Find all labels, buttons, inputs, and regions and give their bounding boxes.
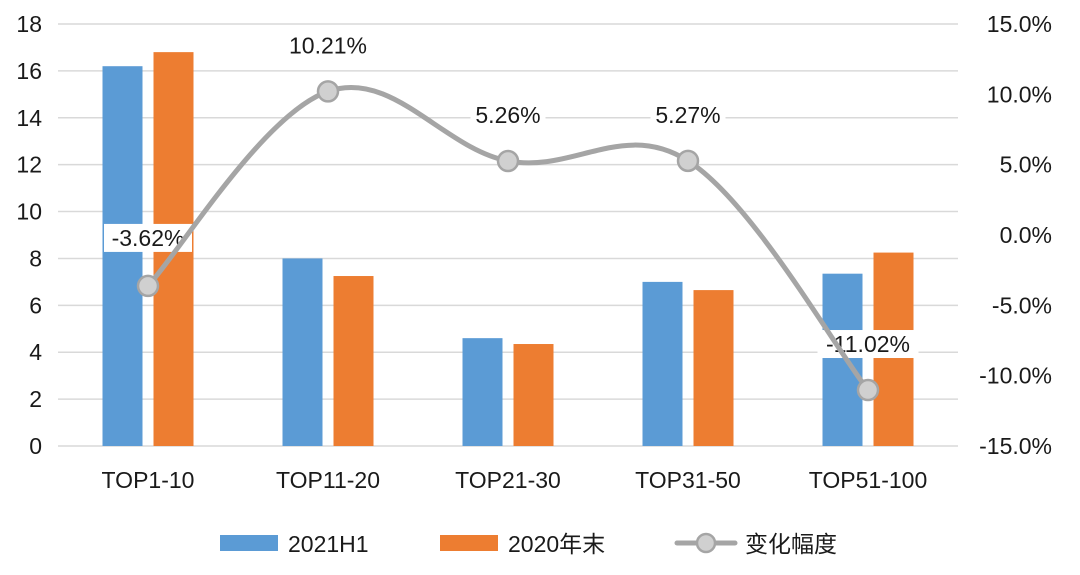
change-data-label: 5.27% bbox=[655, 102, 720, 128]
bar-2021h1-top31-50 bbox=[642, 281, 683, 446]
left-axis: 0 2 4 6 8 10 12 14 16 18 bbox=[16, 11, 42, 459]
legend-swatch-2021h1 bbox=[220, 535, 278, 551]
left-tick-label: 4 bbox=[29, 339, 42, 365]
category-label: TOP31-50 bbox=[635, 467, 741, 493]
bar-2021h1-top51-100 bbox=[822, 273, 863, 446]
left-tick-label: 16 bbox=[16, 58, 42, 84]
change-line-path bbox=[145, 84, 871, 393]
right-axis: -15.0% -10.0% -5.0% 0.0% 5.0% 10.0% 15.0% bbox=[979, 11, 1052, 459]
right-tick-label: 0.0% bbox=[1000, 222, 1052, 248]
gridlines bbox=[58, 23, 958, 447]
legend-marker-change bbox=[695, 532, 717, 554]
change-data-label: -3.62% bbox=[112, 225, 185, 251]
data-label-bg bbox=[470, 101, 546, 130]
data-labels: -3.62%10.21%5.26% 5.27%-11.02% bbox=[104, 31, 919, 359]
legend-label-2020: 2020年末 bbox=[508, 531, 605, 557]
change-line bbox=[136, 80, 880, 402]
category-label: TOP51-100 bbox=[809, 467, 927, 493]
left-tick-label: 8 bbox=[29, 245, 42, 271]
right-tick-label: -10.0% bbox=[979, 363, 1052, 389]
change-data-label: 10.21% bbox=[289, 32, 367, 58]
right-tick-label: -15.0% bbox=[979, 433, 1052, 459]
bar-2020-top31-50 bbox=[693, 290, 734, 446]
legend-label-2021h1: 2021H1 bbox=[288, 531, 369, 557]
bar-2020-top11-20 bbox=[333, 276, 374, 446]
right-tick-label: 10.0% bbox=[987, 81, 1052, 107]
left-tick-label: 12 bbox=[16, 152, 42, 178]
left-tick-label: 14 bbox=[16, 105, 42, 131]
category-axis: TOP1-10 TOP11-20 TOP21-30 TOP31-50 TOP51-100 bbox=[102, 467, 928, 493]
category-label: TOP21-30 bbox=[455, 467, 561, 493]
change-data-label: 5.26% bbox=[475, 102, 540, 128]
change-marker-top21-30 bbox=[496, 149, 520, 173]
legend-label-change: 变化幅度 bbox=[745, 531, 837, 557]
bar-2021h1-top21-30 bbox=[462, 338, 503, 446]
legend: 2021H1 2020年末 变化幅度 bbox=[220, 531, 837, 557]
right-tick-label: 15.0% bbox=[987, 11, 1052, 37]
data-label-bg bbox=[284, 31, 372, 60]
right-tick-label: 5.0% bbox=[1000, 152, 1052, 178]
legend-swatch-2020 bbox=[440, 535, 498, 551]
data-label-bg bbox=[650, 100, 726, 129]
change-marker-top1-10 bbox=[136, 274, 160, 298]
left-tick-label: 18 bbox=[16, 11, 42, 37]
category-label: TOP11-20 bbox=[276, 467, 380, 493]
change-marker-top51-100 bbox=[856, 378, 880, 402]
bar-2020-top21-30 bbox=[513, 344, 554, 446]
change-marker-top11-20 bbox=[316, 80, 340, 103]
left-tick-label: 10 bbox=[16, 199, 42, 225]
left-tick-label: 2 bbox=[29, 386, 42, 412]
bar-2021h1-top1-10 bbox=[102, 66, 143, 446]
change-marker-top31-50 bbox=[676, 149, 700, 173]
left-tick-label: 0 bbox=[29, 433, 42, 459]
left-tick-label: 6 bbox=[29, 292, 42, 318]
category-label: TOP1-10 bbox=[102, 467, 195, 493]
bar-2021h1-top11-20 bbox=[282, 258, 323, 446]
right-tick-label: -5.0% bbox=[992, 292, 1052, 318]
